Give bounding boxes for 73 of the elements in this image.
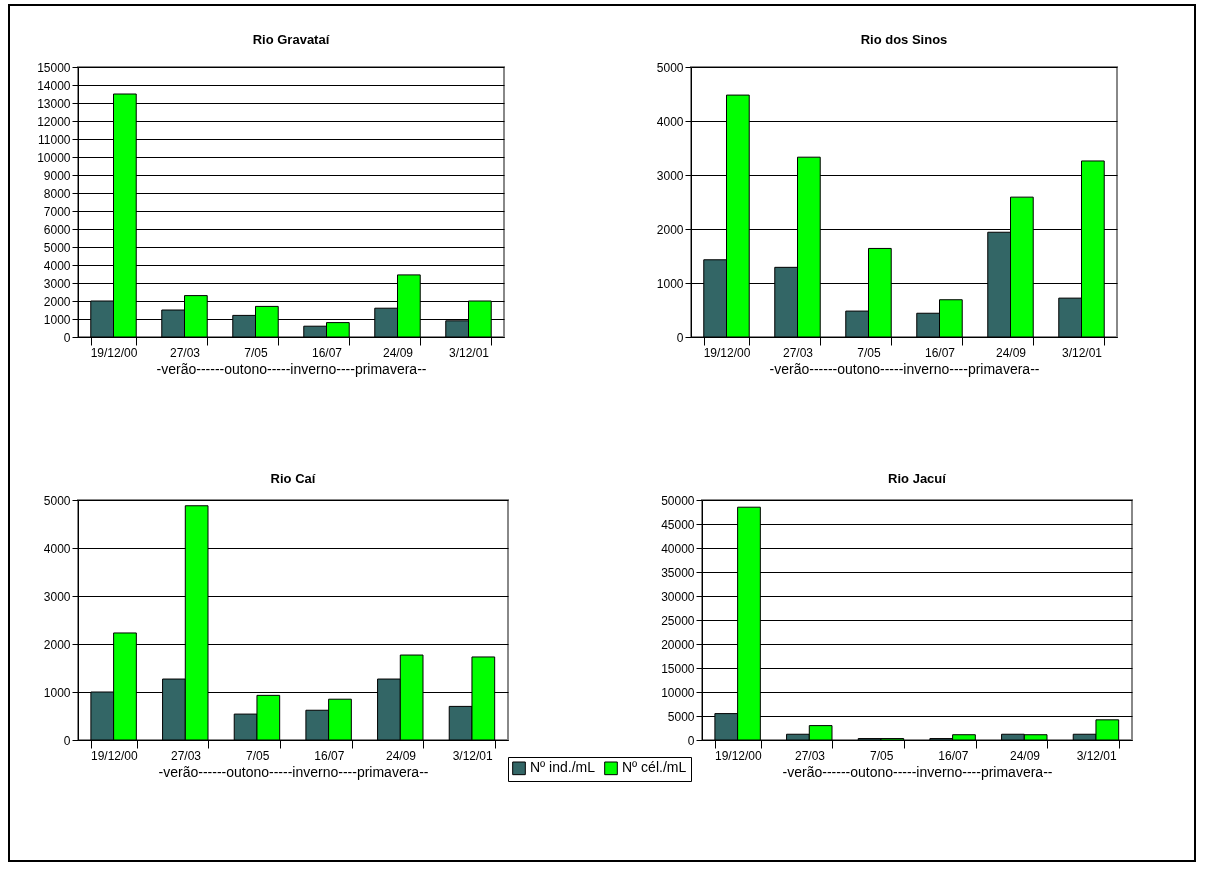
- x-axis-title: -verão------outono-----inverno----primavera--: [156, 360, 427, 377]
- y-tick-label: 0: [63, 733, 71, 748]
- x-tick-label: 16/07: [311, 345, 343, 360]
- y-tick-label: 1000: [43, 685, 71, 700]
- x-tick-label: 27/03: [169, 345, 201, 360]
- y-tick-label: 11000: [38, 132, 71, 147]
- x-tick-label: 7/05: [857, 345, 881, 360]
- x-tick-label: 19/12/00: [90, 748, 139, 763]
- y-tick-label: 3000: [43, 276, 71, 291]
- legend-label: Nº cél./mL: [622, 759, 687, 776]
- y-tick-label: 15000: [37, 60, 71, 75]
- x-tick-label: 16/07: [938, 748, 969, 763]
- y-tick-label: 6000: [43, 222, 71, 237]
- y-tick-label: 30000: [661, 589, 695, 604]
- y-tick-label: 5000: [656, 60, 684, 75]
- y-tick-label: 10000: [37, 150, 71, 165]
- x-tick-label: 27/03: [794, 748, 826, 763]
- x-tick-label: 24/09: [995, 345, 1027, 360]
- x-tick-label: 16/07: [924, 345, 956, 360]
- y-tick-label: 7000: [43, 204, 71, 219]
- x-tick-label: 7/05: [245, 748, 270, 763]
- x-tick-label: 7/05: [244, 345, 268, 360]
- chart-title: Rio Jacuí: [888, 471, 947, 486]
- x-tick-label: 24/09: [382, 345, 414, 360]
- y-tick-label: 4000: [656, 114, 684, 129]
- x-axis-title: -verão------outono-----inverno----primavera--: [158, 763, 429, 780]
- y-tick-label: 40000: [661, 541, 695, 556]
- x-tick-label: 24/09: [385, 748, 417, 763]
- y-tick-label: 2000: [656, 222, 684, 237]
- chart-title: Rio Caí: [270, 471, 316, 486]
- x-tick-label: 19/12/00: [714, 748, 763, 763]
- x-tick-label: 27/03: [782, 345, 814, 360]
- y-tick-label: 4000: [43, 258, 71, 273]
- x-tick-label: 16/07: [314, 748, 345, 763]
- x-tick-label: 19/12/00: [703, 345, 751, 360]
- x-tick-label: 3/12/01: [1076, 748, 1118, 763]
- y-tick-label: 13000: [37, 96, 71, 111]
- y-tick-label: 20000: [661, 637, 695, 652]
- x-tick-label: 27/03: [170, 748, 202, 763]
- y-tick-label: 5000: [43, 240, 71, 255]
- y-tick-label: 3000: [656, 168, 684, 183]
- y-tick-label: 0: [676, 330, 684, 345]
- x-axis-title: -verão------outono-----inverno----primavera--: [769, 360, 1040, 377]
- y-tick-label: 2000: [43, 637, 71, 652]
- y-tick-label: 3000: [43, 589, 71, 604]
- y-tick-label: 5000: [43, 493, 71, 508]
- x-axis-title: -verão------outono-----inverno----primavera--: [782, 763, 1053, 780]
- y-tick-label: 10000: [661, 685, 695, 700]
- x-tick-label: 19/12/00: [90, 345, 138, 360]
- y-tick-label: 50000: [661, 493, 695, 508]
- y-tick-label: 4000: [43, 541, 71, 556]
- x-tick-label: 24/09: [1009, 748, 1041, 763]
- y-tick-label: 45000: [661, 517, 695, 532]
- y-tick-label: 1000: [43, 312, 71, 327]
- y-tick-label: 1000: [656, 276, 684, 291]
- y-tick-label: 14000: [37, 78, 71, 93]
- y-tick-label: 12000: [37, 114, 71, 129]
- y-tick-label: 5000: [667, 709, 695, 724]
- y-tick-label: 9000: [43, 168, 71, 183]
- x-tick-label: 3/12/01: [448, 345, 490, 360]
- x-tick-label: 3/12/01: [1061, 345, 1103, 360]
- y-tick-label: 25000: [661, 613, 695, 628]
- chart-title: Rio Gravataí: [252, 32, 330, 47]
- chart-title: Rio dos Sinos: [860, 32, 948, 47]
- y-tick-label: 0: [63, 330, 71, 345]
- y-tick-label: 8000: [43, 186, 71, 201]
- x-tick-label: 7/05: [869, 748, 894, 763]
- y-tick-label: 15000: [661, 661, 695, 676]
- y-tick-label: 0: [687, 733, 695, 748]
- legend-label: Nº ind./mL: [530, 759, 596, 776]
- y-tick-label: 2000: [43, 294, 71, 309]
- x-tick-label: 3/12/01: [452, 748, 494, 763]
- y-tick-label: 35000: [661, 565, 695, 580]
